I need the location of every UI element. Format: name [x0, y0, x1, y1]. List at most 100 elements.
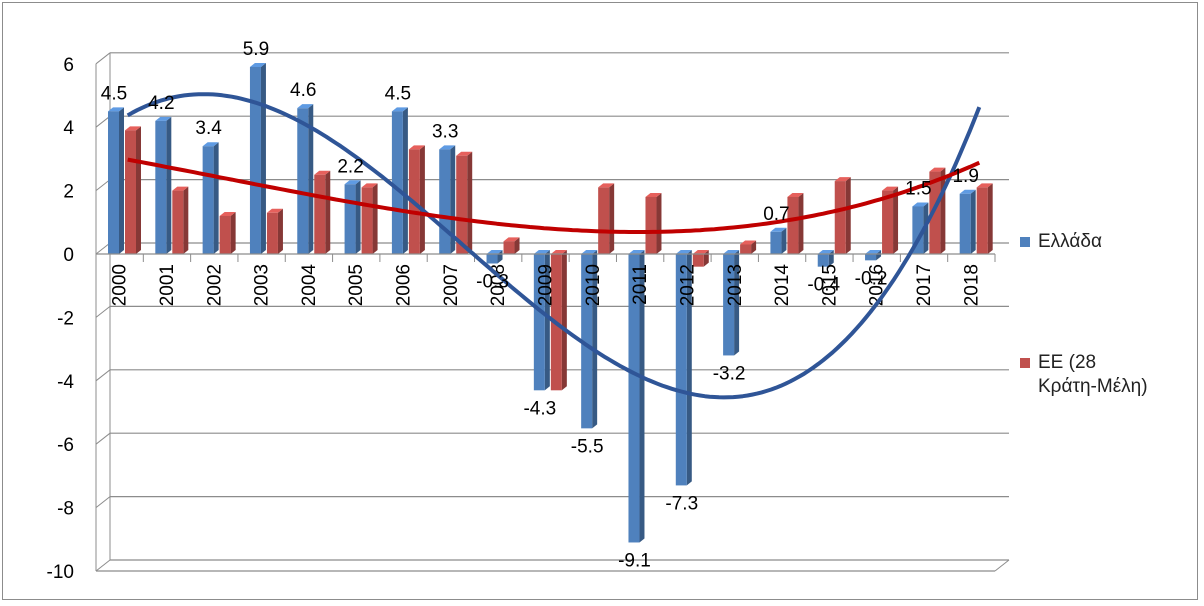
bar-front: [692, 254, 704, 267]
bar-front: [503, 241, 515, 254]
bar-top: [740, 240, 757, 245]
bar-eu: [882, 186, 899, 254]
bar-front: [787, 196, 799, 254]
bar-top: [929, 167, 946, 172]
bar-front: [202, 146, 214, 254]
bar-front: [172, 190, 184, 254]
y-tick-label: 6: [63, 55, 74, 76]
bar-eu: [645, 192, 662, 254]
bar-greece: [297, 104, 314, 255]
x-axis: 2000 2001 2002 2003 2004 2005 2006 2007 2008 2009…: [95, 253, 996, 307]
bar-top: [959, 189, 976, 194]
bar-front: [361, 187, 373, 254]
bar-top: [645, 192, 662, 197]
bar-top: [817, 250, 834, 254]
data-label: 4.5: [101, 83, 127, 104]
bar-top: [439, 145, 456, 150]
bar-side: [639, 250, 645, 543]
bar-side: [372, 183, 378, 254]
y-tick-label: 4: [63, 118, 74, 139]
data-label: -3.2: [713, 363, 746, 384]
gridline-side: [95, 179, 111, 191]
bar-front: [628, 254, 640, 543]
x-tick-label: 2004: [299, 264, 320, 307]
legend-label-eu: ΕΕ (28 Κράτη-Μέλη): [1038, 352, 1148, 397]
bar-greece: [439, 145, 456, 254]
bar-top: [882, 186, 899, 191]
bar-side: [592, 250, 598, 429]
bar-top: [581, 250, 598, 254]
x-tick-label: 2010: [583, 264, 604, 306]
bar-front: [219, 215, 231, 254]
bar-side: [450, 145, 456, 254]
data-label: -7.3: [665, 493, 698, 514]
bar-greece: [723, 250, 740, 356]
bar-greece: [155, 116, 172, 254]
bar-eu: [976, 183, 993, 254]
data-label: 0.7: [763, 204, 789, 225]
x-tick-label: 2000: [110, 264, 131, 306]
bar-side: [798, 192, 804, 254]
bar-eu: [172, 186, 189, 254]
bar-front: [834, 181, 846, 254]
bar-front: [882, 190, 894, 254]
trendlines: [126, 92, 982, 400]
bar-eu: [503, 237, 520, 254]
bar-top: [770, 227, 787, 232]
y-tick-label: -2: [57, 308, 74, 329]
bar-front: [486, 254, 498, 264]
bar-greece: [249, 62, 266, 254]
x-tick-label: 2009: [536, 264, 557, 306]
bar-top: [723, 250, 740, 254]
bar-front: [533, 254, 545, 391]
bar-top: [108, 107, 124, 112]
bar-greece: [202, 142, 219, 254]
bar-side: [781, 227, 787, 254]
bar-greece: [628, 250, 645, 543]
bar-top: [675, 250, 692, 254]
legend-swatch-greece: [1020, 237, 1030, 247]
bar-front: [929, 171, 941, 254]
bar-top: [266, 208, 283, 213]
bar-eu: [125, 126, 141, 254]
bar-series: [108, 62, 993, 543]
bar-greece: [770, 227, 787, 254]
bar-side: [308, 104, 314, 255]
bar-greece: [344, 180, 361, 254]
bar-side: [686, 250, 692, 486]
x-tick-label: 2014: [772, 264, 793, 307]
bar-front: [344, 184, 356, 254]
bar-front: [912, 206, 924, 254]
x-tick-label: 2011: [630, 264, 651, 305]
bar-front: [155, 120, 167, 254]
x-tick-label: 2005: [346, 264, 367, 306]
y-axis: 6 4 2 0 -2 -4 -6 -8 -10: [47, 55, 75, 583]
bar-side: [277, 208, 283, 254]
bar-side: [544, 250, 550, 391]
bar-top: [249, 62, 266, 67]
bar-greece: [581, 250, 598, 429]
gridline-side: [95, 496, 111, 508]
bar-side: [751, 240, 757, 254]
x-tick-label: 2018: [961, 264, 982, 306]
bar-side: [893, 186, 899, 254]
trendline-greece: [126, 92, 982, 400]
bar-greece: [533, 250, 550, 391]
y-tick-label: -8: [57, 499, 74, 520]
bar-eu: [834, 177, 851, 254]
bar-side: [136, 126, 141, 254]
bar-side: [970, 189, 976, 254]
y-tick-label: -4: [57, 372, 74, 393]
y-tick-label: -6: [57, 435, 74, 456]
bar-side: [119, 107, 124, 254]
x-tick-label: 2001: [157, 264, 178, 306]
data-label: 4.5: [385, 83, 411, 104]
bar-top: [486, 250, 503, 254]
bar-top: [598, 183, 615, 188]
bar-top: [297, 104, 314, 109]
bar-eu: [740, 240, 757, 254]
trendline-eu: [127, 157, 981, 234]
bar-front: [723, 254, 735, 356]
data-label: -0.4: [807, 275, 840, 296]
data-label: 1.9: [952, 166, 978, 187]
